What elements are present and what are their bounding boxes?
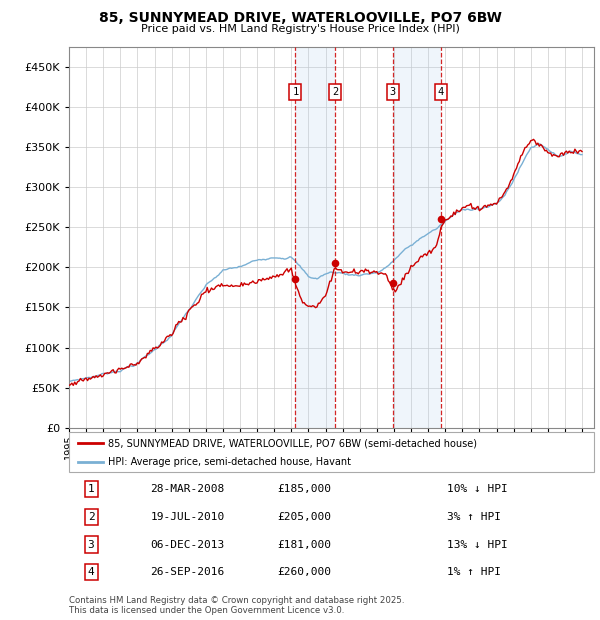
Text: 3: 3 (88, 539, 94, 549)
Text: £205,000: £205,000 (277, 512, 331, 522)
Text: 2: 2 (332, 87, 338, 97)
FancyBboxPatch shape (69, 432, 594, 472)
Text: 13% ↓ HPI: 13% ↓ HPI (447, 539, 508, 549)
Text: 4: 4 (88, 567, 94, 577)
Text: 2: 2 (88, 512, 94, 522)
Text: 4: 4 (437, 87, 444, 97)
Text: 19-JUL-2010: 19-JUL-2010 (151, 512, 224, 522)
Text: 3: 3 (389, 87, 396, 97)
Text: 28-MAR-2008: 28-MAR-2008 (151, 484, 224, 494)
Text: 1: 1 (292, 87, 299, 97)
Text: Contains HM Land Registry data © Crown copyright and database right 2025.
This d: Contains HM Land Registry data © Crown c… (69, 596, 404, 615)
Text: 3% ↑ HPI: 3% ↑ HPI (447, 512, 501, 522)
Text: 06-DEC-2013: 06-DEC-2013 (151, 539, 224, 549)
Text: 85, SUNNYMEAD DRIVE, WATERLOOVILLE, PO7 6BW (semi-detached house): 85, SUNNYMEAD DRIVE, WATERLOOVILLE, PO7 … (109, 438, 478, 448)
Text: 26-SEP-2016: 26-SEP-2016 (151, 567, 224, 577)
Text: HPI: Average price, semi-detached house, Havant: HPI: Average price, semi-detached house,… (109, 456, 352, 467)
Text: Price paid vs. HM Land Registry's House Price Index (HPI): Price paid vs. HM Land Registry's House … (140, 24, 460, 33)
Text: £185,000: £185,000 (277, 484, 331, 494)
Text: 1: 1 (88, 484, 94, 494)
Bar (295, 46, 335, 428)
Bar (393, 46, 441, 428)
Text: £260,000: £260,000 (277, 567, 331, 577)
Text: 1% ↑ HPI: 1% ↑ HPI (447, 567, 501, 577)
Text: 85, SUNNYMEAD DRIVE, WATERLOOVILLE, PO7 6BW: 85, SUNNYMEAD DRIVE, WATERLOOVILLE, PO7 … (98, 11, 502, 25)
Text: £181,000: £181,000 (277, 539, 331, 549)
Text: 10% ↓ HPI: 10% ↓ HPI (447, 484, 508, 494)
